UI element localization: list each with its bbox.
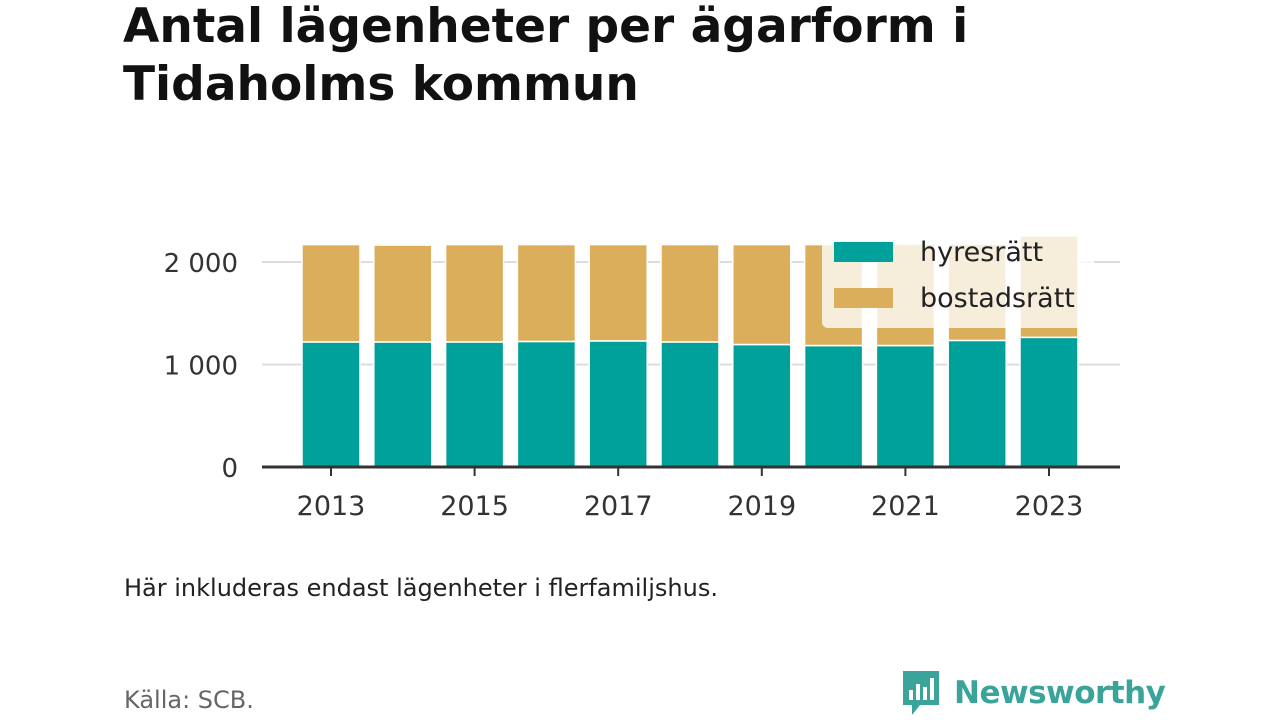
legend-swatch-bostadsratt (834, 288, 893, 308)
y-tick-label: 1 000 (164, 352, 238, 382)
chart-title: Antal lägenheter per ägarform i Tidaholm… (123, 0, 969, 112)
bar-hyresratt-2017 (588, 340, 648, 468)
source-label: Källa: SCB. (124, 686, 254, 714)
bar-chart-speech-bubble-icon (903, 671, 939, 715)
legend-label-hyresratt: hyresrätt (920, 237, 1043, 268)
newsworthy-logo: Newsworthy (900, 668, 1166, 718)
legend-swatch-hyresratt (834, 242, 893, 262)
bar-bostadsratt-2015 (444, 243, 505, 343)
bar-bostadsratt-2019 (732, 243, 792, 346)
bar-hyresratt-2021 (875, 344, 936, 468)
bar-bostadsratt-2017 (588, 243, 648, 342)
x-tick-label-2023: 2023 (1015, 491, 1084, 522)
x-tick-label-2021: 2021 (871, 491, 940, 522)
legend: hyresrätt bostadsrätt (822, 226, 1094, 328)
bar-hyresratt-2023 (1019, 336, 1079, 468)
bar-bostadsratt-2014 (373, 244, 433, 343)
x-tick-label-2019: 2019 (727, 491, 796, 522)
bar-hyresratt-2014 (373, 341, 433, 468)
y-axis-tick-labels: 0 1 000 2 000 (164, 249, 238, 484)
x-tick-label-2013: 2013 (297, 491, 366, 522)
bar-bostadsratt-2016 (516, 243, 577, 343)
x-axis (262, 465, 1120, 476)
chart-note: Här inkluderas endast lägenheter i flerf… (124, 574, 718, 602)
bar-hyresratt-2013 (301, 341, 361, 468)
x-axis-tick-labels: 2013 2015 2017 2019 2021 2023 (297, 491, 1084, 522)
brand-name: Newsworthy (954, 675, 1166, 711)
bar-hyresratt-2018 (660, 341, 720, 468)
y-tick-label: 2 000 (164, 249, 238, 279)
bar-bostadsratt-2018 (660, 243, 720, 343)
bar-hyresratt-2016 (516, 340, 577, 468)
x-tick-label-2015: 2015 (440, 491, 509, 522)
bar-hyresratt-2015 (444, 341, 505, 468)
bar-hyresratt-2022 (947, 339, 1007, 468)
bar-bostadsratt-2013 (301, 243, 361, 343)
legend-label-bostadsratt: bostadsrätt (920, 283, 1075, 314)
y-tick-label: 0 (221, 454, 238, 484)
x-tick-label-2017: 2017 (584, 491, 653, 522)
bar-hyresratt-2020 (803, 344, 864, 468)
bar-hyresratt-2019 (732, 343, 792, 468)
